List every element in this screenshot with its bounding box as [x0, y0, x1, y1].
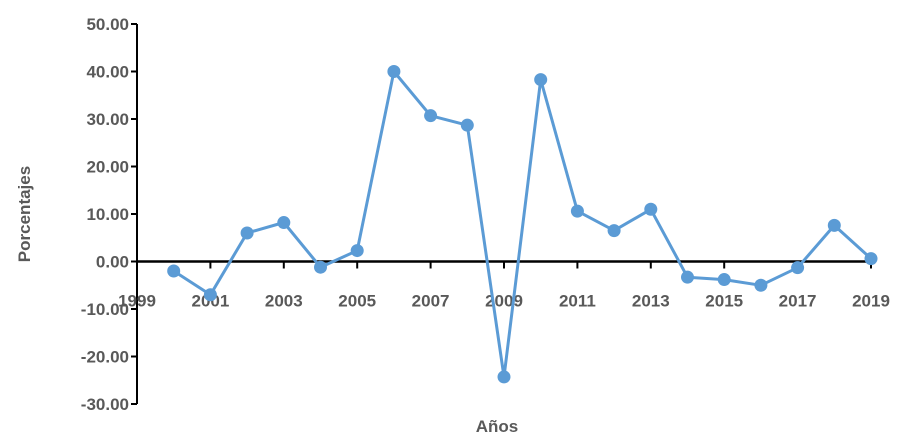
y-tick-label: 40.00 [86, 63, 129, 82]
data-point [497, 370, 511, 384]
data-point [864, 252, 878, 266]
data-point [534, 73, 548, 87]
y-tick-label: 0.00 [96, 253, 129, 272]
data-point [167, 264, 181, 278]
x-tick-label: 2003 [265, 292, 303, 311]
x-tick-label: 1999 [118, 292, 156, 311]
y-axis-title: Porcentajes [15, 166, 34, 262]
x-tick-label: 2015 [705, 292, 743, 311]
data-point [717, 273, 731, 287]
y-tick-label: 20.00 [86, 158, 129, 177]
data-point [240, 226, 254, 240]
series-group [167, 65, 878, 384]
x-axis-title: Años [476, 417, 519, 436]
data-point [350, 244, 364, 258]
data-point [314, 260, 327, 274]
y-tick-label: 10.00 [86, 205, 129, 224]
x-tick-label: 2007 [412, 292, 450, 311]
data-point [277, 216, 291, 230]
x-tick-label: 2017 [779, 292, 817, 311]
data-point [460, 118, 474, 132]
data-point [387, 65, 401, 78]
y-tick-label: 30.00 [86, 110, 129, 129]
data-point [681, 270, 694, 284]
x-tick-label: 2013 [632, 292, 670, 311]
data-point [607, 224, 621, 238]
data-point [203, 288, 217, 302]
y-tick-label: -30.00 [81, 395, 129, 414]
y-tick-label: -10.00 [81, 300, 129, 319]
axes [131, 23, 873, 405]
x-tick-label: 2011 [559, 292, 596, 311]
x-tick-label: 2005 [338, 292, 376, 311]
y-tick-labels: 50.00 40.00 30.00 20.00 10.00 0.00 -10.00 -20.0… [81, 15, 129, 414]
data-point [424, 109, 438, 123]
data-point [644, 202, 658, 216]
x-tick-labels: 1999200120032005200720092011201320152017… [118, 292, 890, 311]
y-tick-label: 50.00 [86, 15, 129, 34]
y-tick-label: -20.00 [81, 348, 129, 367]
data-point [827, 218, 841, 232]
x-tick-label: 2019 [852, 292, 890, 311]
data-point [754, 278, 768, 292]
data-point [791, 261, 805, 275]
data-point [570, 204, 584, 218]
